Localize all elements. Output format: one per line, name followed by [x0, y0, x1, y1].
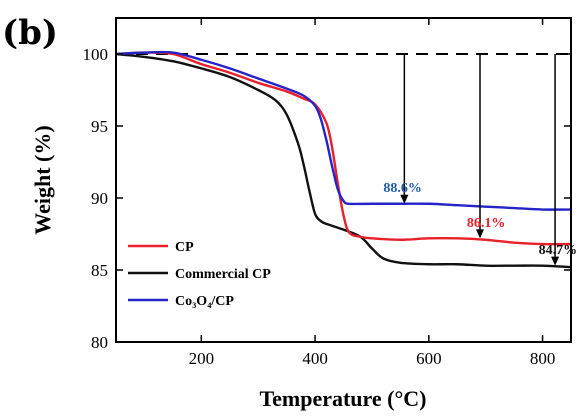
annotation-arrowhead-1 — [476, 229, 484, 239]
y-tick-label-4: 100 — [83, 45, 109, 64]
series-line-1 — [115, 52, 572, 269]
legend-label-1: Commercial CP — [175, 267, 271, 282]
axis-ticks: 200 400 600 800 80 85 90 95 100 — [83, 18, 571, 368]
y-tick-label-3: 95 — [91, 117, 108, 136]
legend-label-2: Co₃O₄/CP — [175, 294, 234, 309]
y-tick-label-2: 90 — [91, 189, 108, 208]
x-tick-label-3: 800 — [530, 349, 556, 368]
legend-label-0: CP — [175, 240, 194, 255]
y-tick-label-0: 80 — [91, 333, 108, 352]
plot-area — [115, 50, 572, 269]
annotation-label-0: 88.6% — [383, 181, 422, 196]
panel-label: (b) — [2, 13, 58, 53]
x-axis-title: Temperature (°C) — [259, 386, 426, 411]
series-line-0 — [115, 51, 572, 246]
annotation-label-2: 84.7% — [539, 243, 578, 258]
x-tick-label-0: 200 — [189, 349, 215, 368]
annotation-arrowhead-2 — [551, 256, 560, 266]
legend: CP Commercial CP Co₃O₄/CP — [128, 240, 271, 309]
annotations: 88.6% 86.1% 84.7% — [383, 54, 577, 266]
x-tick-label-2: 600 — [416, 349, 442, 368]
annotation-arrowhead-0 — [400, 194, 409, 204]
x-tick-label-1: 400 — [302, 349, 328, 368]
y-tick-label-1: 85 — [91, 261, 108, 280]
y-axis-title: Weight (%) — [30, 125, 55, 234]
series-line-2 — [115, 50, 572, 211]
plot-frame — [115, 17, 572, 343]
annotation-label-1: 86.1% — [467, 216, 506, 231]
